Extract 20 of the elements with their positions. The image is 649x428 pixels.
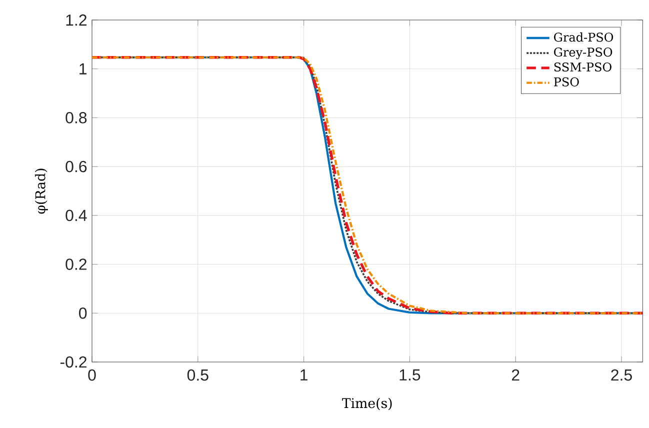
y-tick-label: -0.2 bbox=[60, 356, 86, 368]
y-tick-label: 0.6 bbox=[66, 160, 87, 172]
legend-label: SSM-PSO bbox=[554, 62, 612, 72]
legend-label: PSO bbox=[554, 77, 579, 86]
legend-label: Grad-PSO bbox=[554, 32, 614, 42]
x-tick-label: 1.5 bbox=[400, 369, 420, 381]
y-tick-label: 0.2 bbox=[66, 258, 86, 270]
x-tick-label: 0.5 bbox=[187, 369, 208, 381]
y-axis-title: φ(Rad) bbox=[34, 168, 48, 214]
y-tick-label: 1.2 bbox=[66, 14, 86, 26]
x-tick-label: 2 bbox=[512, 369, 520, 381]
x-tick-label: 2.5 bbox=[611, 369, 632, 381]
x-tick-label: 0 bbox=[88, 369, 96, 381]
y-tick-label: 0.8 bbox=[66, 112, 87, 124]
x-tick-label: 1 bbox=[300, 369, 308, 380]
legend-label: Grey-PSO bbox=[554, 48, 612, 60]
y-tick-label: 1 bbox=[80, 63, 87, 74]
y-tick-label: 0.4 bbox=[66, 210, 87, 222]
x-axis-title: Time(s) bbox=[342, 398, 392, 410]
y-tick-label: 0 bbox=[79, 307, 87, 319]
